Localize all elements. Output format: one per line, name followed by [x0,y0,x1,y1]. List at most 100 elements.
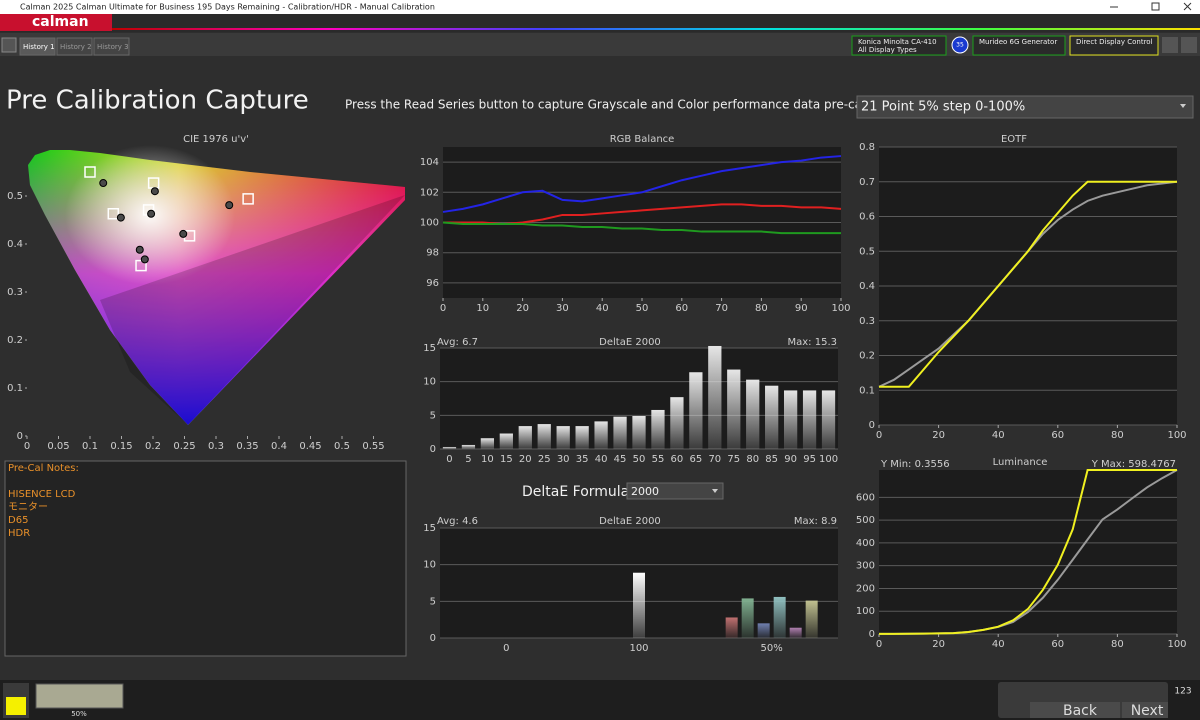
formula-dropdown[interactable] [626,482,724,500]
tab[interactable] [93,37,130,56]
tab[interactable] [19,37,56,56]
play-button[interactable] [1,37,17,53]
y-tick-label: 0.4 [7,239,23,250]
x-tick-label: 0 [24,441,30,452]
x-tick-label: 75 [727,454,740,465]
measured-point [147,209,156,218]
back-button[interactable] [1030,702,1120,718]
x-tick-label: 85 [765,454,778,465]
window-controls[interactable] [1110,2,1192,11]
x-tick-label: 0.4 [271,441,287,452]
x-tick-label: 25 [538,454,551,465]
device-box[interactable] [851,35,947,56]
bar [746,379,760,449]
x-tick-label: 100 [1167,639,1186,650]
y-tick-label: 200 [856,583,875,594]
settings-button[interactable] [1162,37,1178,53]
target-point [107,208,120,220]
bar [757,623,770,638]
device-badge-text: 35 [956,42,964,49]
logo: calman [32,14,89,30]
bar [783,390,798,449]
x-tick-label: 0.35 [236,441,258,452]
device-box[interactable] [972,35,1066,56]
x-tick-label: 100 [831,303,850,314]
bar [802,390,817,449]
y-tick-label: 500 [856,515,875,526]
bar [805,600,818,638]
y-tick-label: 0.2 [7,335,23,346]
y-tick-label: 102 [420,187,439,198]
x-tick-label: 20 [516,303,529,314]
logo-box[interactable] [0,14,112,31]
x-tick-label: 20 [932,639,945,650]
y-tick-label: 15 [423,343,436,354]
y-tick-label: 0.2 [859,351,875,362]
x-tick-label: 30 [556,303,569,314]
bar [727,369,741,449]
device-name: Konica Minolta CA-410 [858,38,937,46]
x-tick-label: 90 [784,454,797,465]
bar [765,385,779,449]
x-tick-label: 100 [1167,430,1186,441]
x-tick-label: 0 [440,303,446,314]
y-tick-label: 0 [17,431,23,442]
series-dropdown[interactable] [856,95,1194,119]
formula-value: 2000 [631,485,659,498]
y-tick-label: 10 [423,560,436,571]
x-tick-label: 0.5 [334,441,350,452]
max-label: Y Max: 598.4767 [1091,459,1176,470]
x-tick-label: 80 [1111,639,1124,650]
x-tick-label: 0 [876,430,882,441]
y-tick-label: 0 [430,444,436,455]
bar [773,596,786,638]
device-name: Murideo 6G Generator [979,38,1057,46]
device-box[interactable] [1069,35,1159,56]
y-tick-label: 5 [430,410,436,421]
y-tick-label: 15 [423,523,436,534]
back-label: Back [1063,703,1098,719]
device-name: Direct Display Control [1076,38,1153,46]
x-tick-label: 35 [576,454,589,465]
next-button[interactable] [1122,702,1168,718]
x-tick-label: 60 [1051,639,1064,650]
bar [518,426,532,449]
x-tick-label: 0.05 [47,441,69,452]
x-tick-label: 45 [614,454,627,465]
y-tick-label: 0.1 [7,383,23,394]
target-point [84,166,96,178]
notes-box[interactable] [4,460,407,657]
max-label: Max: 15.3 [788,337,838,348]
x-tick-label: 60 [675,303,688,314]
counter: 123 [1174,687,1191,697]
settings-button[interactable] [1181,37,1197,53]
bar [632,416,646,449]
bar [556,426,570,449]
bar [725,617,738,638]
x-tick-label: 0.3 [208,441,224,452]
chart-title: RGB Balance [610,134,675,145]
chart-title: CIE 1976 u'v' [183,134,249,145]
y-tick-label: 0.5 [7,191,23,202]
y-tick-label: 0 [430,633,436,644]
chart-title: DeltaE 2000 [599,337,661,348]
bar [461,444,476,449]
x-tick-label: 80 [755,303,768,314]
series-line [442,221,841,235]
bar [651,409,665,449]
x-tick-label: 70 [715,303,728,314]
x-tick-label: 100 [819,454,838,465]
bar [594,421,608,449]
tab[interactable] [56,37,93,56]
dropdown-arrow [712,489,718,493]
y-tick-label: 0.5 [859,246,875,257]
dropdown-arrow [1180,104,1186,108]
x-tick-label: 0.2 [145,441,161,452]
y-tick-label: 0 [869,420,875,431]
device-badge[interactable] [951,36,969,54]
measured-point [225,201,234,210]
bar [789,627,802,638]
series-line [442,155,842,213]
